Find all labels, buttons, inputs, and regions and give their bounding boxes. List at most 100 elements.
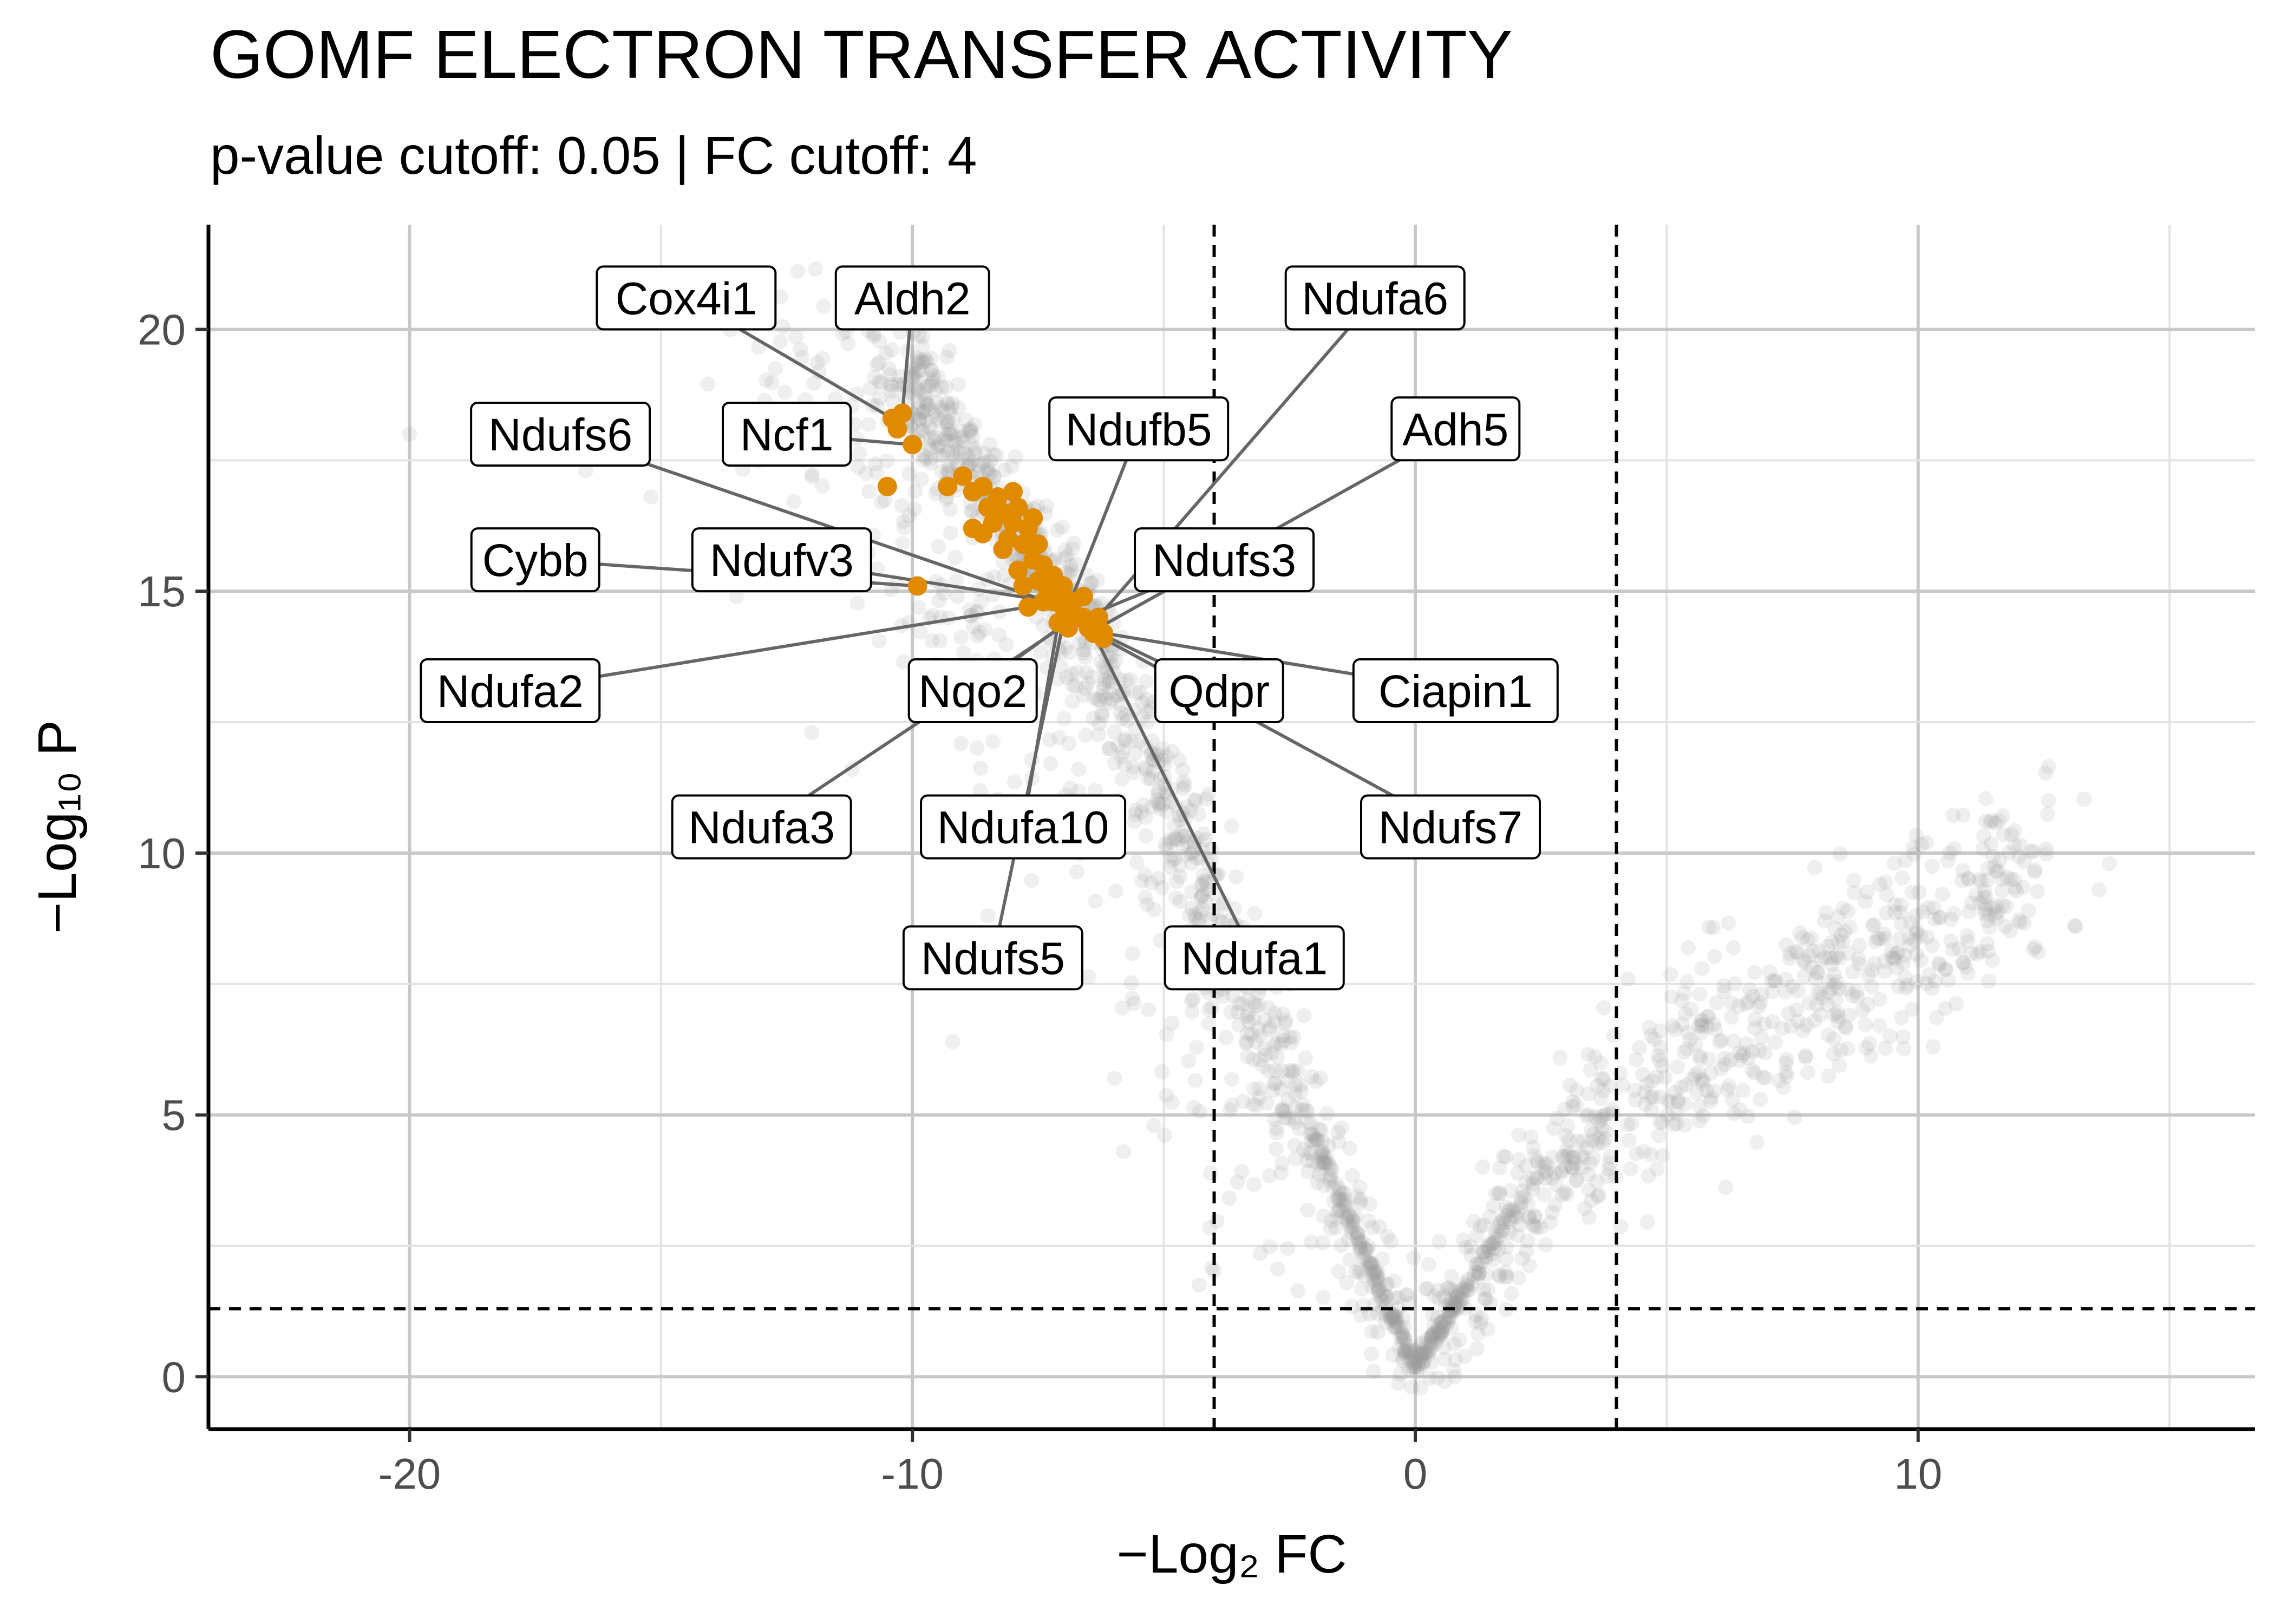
point	[1350, 1230, 1365, 1246]
point	[1913, 836, 1929, 852]
gene-label-text: Nqo2	[918, 666, 1027, 717]
point	[1479, 1266, 1494, 1282]
point	[1094, 705, 1109, 721]
point	[2001, 844, 2017, 860]
point	[1187, 792, 1203, 808]
gene-label-box	[722, 401, 852, 467]
point	[1341, 1207, 1357, 1223]
point	[1312, 1070, 1328, 1086]
point	[1056, 711, 1072, 726]
point	[2003, 872, 2018, 887]
point	[911, 395, 927, 411]
point	[877, 492, 893, 508]
point	[1557, 1184, 1572, 1200]
point	[1301, 1164, 1316, 1180]
point	[1538, 1165, 1553, 1181]
point	[1144, 799, 1160, 815]
point	[1319, 1154, 1335, 1170]
point	[869, 398, 885, 414]
gene-label-box	[1164, 925, 1345, 991]
point	[1706, 1017, 1722, 1032]
point	[1471, 1266, 1487, 1281]
gene-label-box	[470, 401, 651, 467]
point	[1209, 1213, 1225, 1229]
point	[1183, 802, 1199, 818]
point	[939, 416, 955, 432]
point	[1593, 1055, 1609, 1071]
point	[1095, 688, 1110, 704]
point	[1402, 1343, 1418, 1358]
point	[1437, 1351, 1453, 1367]
point	[1430, 1309, 1446, 1325]
point	[1707, 948, 1722, 964]
gene-label-text: Ndufa3	[688, 802, 835, 853]
point	[1198, 832, 1213, 848]
point	[907, 366, 923, 382]
point	[2027, 939, 2043, 954]
point	[1050, 671, 1066, 687]
point	[2038, 765, 2053, 781]
point	[1377, 1307, 1393, 1323]
point	[1128, 802, 1143, 818]
point	[1867, 934, 1883, 949]
point	[1252, 1246, 1268, 1261]
point	[809, 355, 825, 370]
point	[1069, 864, 1085, 880]
point	[1998, 899, 2014, 914]
point	[923, 451, 939, 467]
point	[1385, 1310, 1400, 1325]
point	[1248, 1034, 1264, 1050]
point	[1815, 990, 1831, 1005]
point	[1167, 851, 1183, 867]
point	[1077, 680, 1093, 696]
point	[1955, 863, 1971, 879]
point	[1446, 1336, 1462, 1352]
point	[1398, 1347, 1414, 1363]
point	[1145, 763, 1161, 779]
point	[942, 343, 957, 358]
point	[1095, 708, 1110, 723]
point	[1390, 1319, 1406, 1335]
point	[1701, 1009, 1716, 1025]
point	[1288, 1078, 1303, 1093]
point	[1068, 678, 1083, 694]
point	[1689, 1085, 1704, 1101]
point	[942, 422, 957, 438]
point	[1353, 1243, 1369, 1259]
point	[1565, 1150, 1580, 1165]
point	[1345, 1213, 1361, 1229]
point	[940, 463, 955, 479]
point	[1252, 1028, 1268, 1044]
point	[700, 376, 716, 392]
point	[1942, 845, 1958, 861]
point	[1924, 938, 1940, 953]
point	[1335, 1191, 1351, 1207]
point	[1521, 1258, 1537, 1274]
gene-label-box	[671, 794, 852, 860]
point	[1125, 759, 1141, 775]
point	[1434, 1314, 1450, 1330]
point	[926, 433, 942, 449]
point	[1286, 1110, 1302, 1126]
point	[1442, 1309, 1458, 1325]
point	[1644, 1102, 1659, 1118]
point	[1943, 912, 1959, 927]
point	[1099, 691, 1114, 707]
point	[1339, 1212, 1355, 1227]
point	[1152, 801, 1168, 816]
point	[1076, 642, 1092, 658]
point	[1177, 828, 1193, 843]
point	[1893, 905, 1909, 920]
point	[1977, 901, 1993, 917]
point	[1368, 1276, 1383, 1292]
point	[1315, 1235, 1331, 1250]
point	[1883, 1028, 1898, 1044]
point	[1127, 807, 1143, 822]
point	[1840, 982, 1855, 998]
point	[1436, 1339, 1452, 1355]
point	[1059, 670, 1075, 685]
point	[896, 514, 911, 529]
point	[1897, 948, 1912, 963]
point	[1521, 1210, 1537, 1226]
point	[1302, 1127, 1318, 1142]
